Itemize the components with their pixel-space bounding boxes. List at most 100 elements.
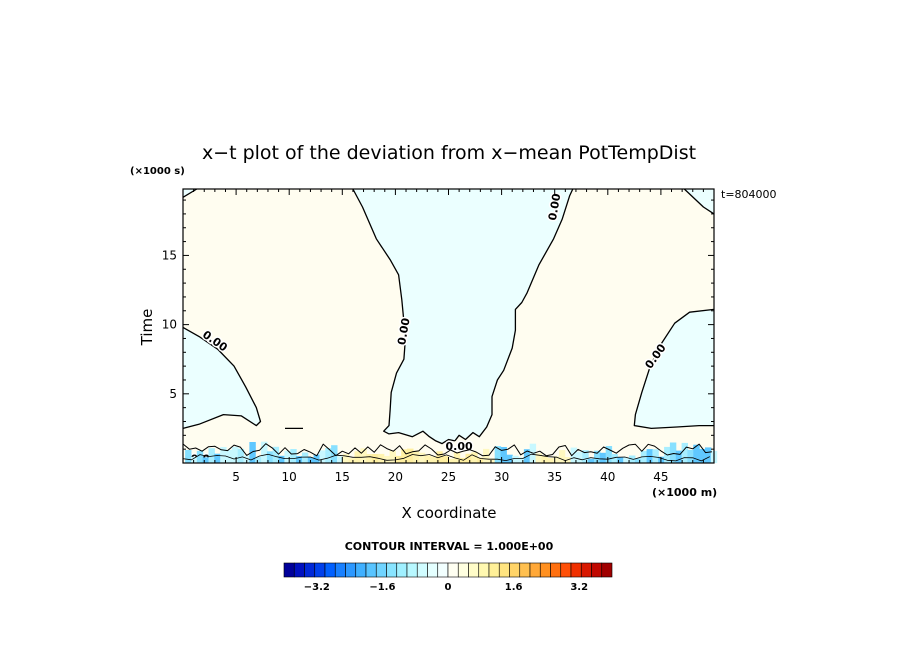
zero-contour-left	[182, 326, 262, 430]
negative-regions	[183, 189, 714, 444]
perturbation-cell	[301, 452, 309, 463]
colorbar-cell	[468, 562, 480, 578]
perturbation-cell	[453, 452, 461, 463]
perturbation-cell	[588, 458, 595, 463]
perturbation-cell	[196, 450, 204, 463]
bottom-perturbation-band	[182, 441, 718, 463]
colorbar-cell	[345, 562, 357, 578]
x-tick-label: 5	[232, 470, 240, 484]
perturbation-cell	[372, 454, 379, 463]
contour-lines	[182, 188, 715, 445]
colorbar-cell	[447, 562, 459, 578]
x-tick-label: 40	[600, 470, 615, 484]
negative-region-center	[352, 189, 573, 444]
perturbation-cell	[313, 454, 320, 463]
perturbation-cell	[681, 442, 688, 463]
x-tick-label: 30	[494, 470, 509, 484]
perturbation-cell	[605, 446, 613, 463]
perturbation-cell	[558, 450, 566, 463]
perturbation-contour	[182, 453, 710, 462]
perturbation-cell	[237, 448, 245, 463]
perturbation-cell	[319, 450, 326, 463]
x-tick-label: 35	[547, 470, 562, 484]
zero-contour-right	[633, 308, 715, 430]
colorbar-cell	[396, 562, 408, 578]
perturbation-cell	[535, 453, 542, 463]
colorbar-cell	[488, 562, 500, 578]
perturbation-cell	[389, 450, 396, 463]
perturbation-cell	[284, 450, 291, 463]
perturbation-cell	[202, 457, 209, 463]
colorbar-cell	[304, 562, 316, 578]
perturbation-cell	[512, 455, 519, 463]
colorbar-cell	[570, 562, 582, 578]
perturbation-cell	[337, 456, 344, 463]
perturbation-cell	[220, 447, 227, 463]
colorbar-tick-label: −3.2	[304, 582, 330, 593]
perturbation-cell	[705, 447, 712, 463]
colorbar-cell	[539, 562, 551, 578]
zero-contour-center-left	[352, 188, 456, 445]
perturbation-cell	[307, 457, 315, 463]
contour-label: 0.00	[395, 317, 413, 346]
contour-label: 0.00	[546, 192, 564, 221]
x-tick-label: 45	[653, 470, 668, 484]
perturbation-cell	[272, 446, 280, 463]
perturbation-cell	[185, 450, 192, 463]
x-tick-label: 20	[388, 470, 403, 484]
perturbation-cell	[541, 455, 548, 463]
perturbation-cell	[500, 447, 507, 463]
colorbar-cell	[314, 562, 326, 578]
x-tick-label: 15	[335, 470, 350, 484]
axis-ticks: 5 10 15 20 25 30 35 40 45 5 10 15	[162, 189, 714, 484]
perturbation-cell	[599, 452, 607, 463]
perturbation-cell	[377, 453, 385, 463]
perturbation-cell	[693, 444, 700, 463]
perturbation-cell	[226, 449, 233, 463]
x-tick-label: 25	[441, 470, 456, 484]
zero-contour-top-right	[683, 188, 715, 215]
perturbation-cell	[214, 453, 221, 463]
colorbar	[283, 562, 613, 578]
perturbation-cell	[243, 455, 250, 463]
perturbation-contour	[182, 443, 712, 457]
colorbar-cell	[498, 562, 510, 578]
colorbar-cell	[478, 562, 490, 578]
colorbar-cell	[386, 562, 398, 578]
y-tick-label: 5	[169, 387, 177, 401]
perturbation-cell	[623, 457, 630, 463]
plot-area: 0.000.000.000.000.000.00 510152025303540…	[162, 188, 718, 484]
colorbar-cell	[375, 562, 387, 578]
colorbar-tick-label: 3.2	[570, 582, 588, 593]
perturbation-cell	[366, 454, 373, 463]
perturbation-cell	[611, 454, 618, 463]
perturbation-cell	[699, 449, 706, 463]
zero-contour-top-left	[182, 188, 198, 198]
perturbation-cell	[360, 448, 367, 463]
time-annotation: t=804000	[721, 188, 777, 201]
perturbation-cell	[669, 442, 677, 463]
perturbation-cell	[208, 448, 215, 463]
perturbation-cell	[255, 456, 262, 463]
y-tick-label: 10	[162, 318, 177, 332]
colorbar-tick-labels: −3.2 −1.6 0 1.6 3.2	[304, 582, 588, 593]
colorbar-cell	[355, 562, 367, 578]
perturbation-cell	[576, 451, 583, 463]
colorbar-cell	[427, 562, 439, 578]
colorbar-tick-label: −1.6	[369, 582, 395, 593]
colorbar-cell	[283, 562, 295, 578]
perturbation-cell	[547, 458, 554, 463]
colorbar-cell	[457, 562, 469, 578]
perturbation-cell	[412, 450, 420, 463]
perturbation-cell	[652, 449, 659, 463]
perturbation-cell	[488, 458, 496, 463]
perturbation-cell	[442, 455, 449, 463]
colorbar-tick-label: 1.6	[505, 582, 523, 593]
zero-contour-center-right	[454, 188, 574, 442]
perturbation-cell	[448, 458, 455, 463]
contour-interval-label: CONTOUR INTERVAL = 1.000E+00	[345, 540, 554, 553]
perturbation-cell	[278, 455, 285, 463]
colorbar-cell	[601, 562, 613, 578]
perturbation-cell	[348, 458, 356, 463]
